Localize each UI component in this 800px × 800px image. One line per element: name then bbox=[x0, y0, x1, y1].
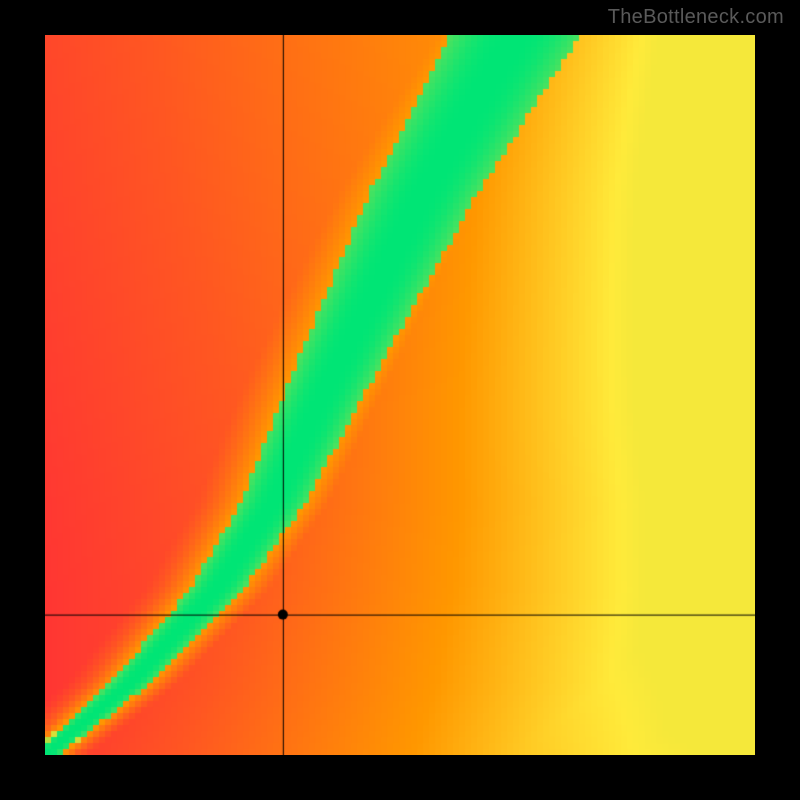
plot-area bbox=[45, 35, 755, 755]
watermark-text: TheBottleneck.com bbox=[608, 6, 784, 29]
chart-container: TheBottleneck.com bbox=[0, 0, 800, 800]
heatmap-canvas bbox=[45, 35, 755, 755]
